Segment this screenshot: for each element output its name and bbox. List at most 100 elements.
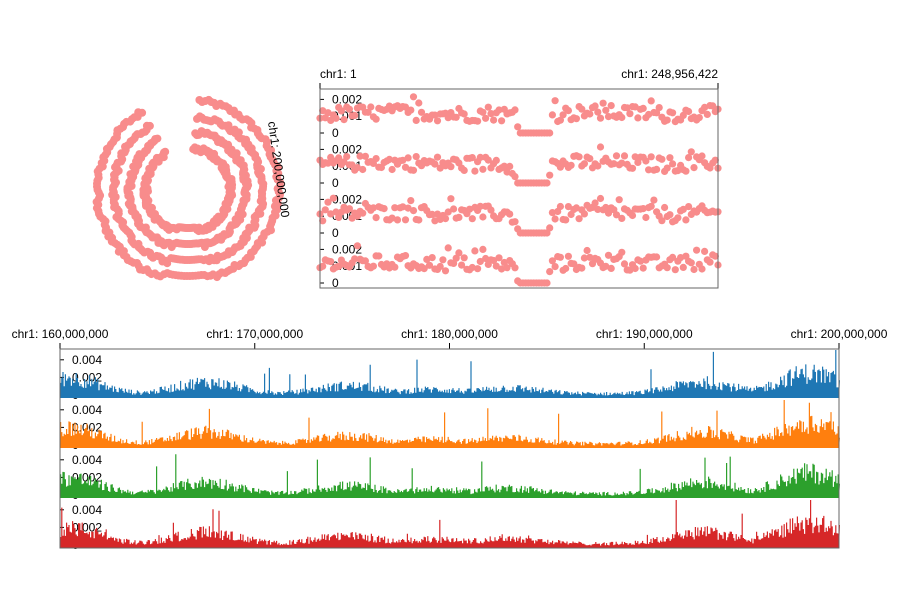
overview-point <box>556 116 565 124</box>
zoomed-bar-view: chr1: 160,000,000 chr1: 170,000,000 chr1: … <box>12 327 888 552</box>
overview-point <box>479 108 487 116</box>
zoom-track-bars-4 <box>60 500 840 548</box>
overview-point <box>476 202 484 210</box>
overview-point <box>460 166 468 174</box>
overview-point <box>551 215 559 223</box>
overview-point <box>685 107 693 116</box>
overview-point <box>572 115 581 123</box>
overview-point <box>645 166 653 174</box>
overview-point <box>441 215 450 223</box>
overview-point <box>490 256 498 265</box>
overview-point <box>631 264 639 273</box>
overview-point <box>596 114 605 122</box>
overview-point <box>583 246 591 255</box>
overview-point <box>495 254 503 262</box>
overview-point <box>361 152 369 160</box>
overview-point <box>556 253 565 261</box>
overview-y-tick-label: 0 <box>332 226 339 240</box>
overview-point <box>596 194 605 203</box>
overview-point <box>687 148 695 156</box>
overview-point <box>639 205 647 213</box>
overview-point <box>620 260 629 268</box>
overview-point <box>567 161 575 169</box>
overview-point <box>543 279 551 287</box>
overview-point <box>375 252 383 260</box>
overview-point <box>596 143 605 151</box>
overview-point <box>636 257 645 265</box>
overview-point <box>682 216 690 224</box>
overview-point <box>706 258 714 266</box>
overview-point <box>436 262 444 271</box>
overview-point <box>335 154 343 162</box>
overview-point <box>471 167 479 175</box>
overview-point <box>551 97 559 105</box>
overview-point <box>639 264 647 272</box>
overview-point <box>546 129 554 137</box>
overview-point <box>701 247 709 255</box>
overview-point <box>412 153 420 161</box>
zoom-track-bars-2 <box>60 400 840 448</box>
overview-point <box>393 216 402 224</box>
overview-point <box>626 110 634 118</box>
overview-y-tick-label: 0 <box>332 276 339 290</box>
overview-point <box>343 153 351 161</box>
overview-point <box>356 152 364 160</box>
overview-point <box>655 104 663 112</box>
overview-point <box>514 123 522 131</box>
overview-point <box>433 153 442 161</box>
overview-point <box>658 155 666 163</box>
overview-point <box>546 171 554 179</box>
overview-point <box>458 261 466 269</box>
overview-point <box>335 213 343 221</box>
overview-point <box>564 107 573 115</box>
overview-point <box>404 154 412 162</box>
overview-point <box>698 152 706 160</box>
overview-point <box>498 117 506 125</box>
overview-point <box>586 155 594 163</box>
overview-point <box>687 259 695 267</box>
overview-point <box>482 114 490 122</box>
overview-point <box>562 216 570 224</box>
overview-point <box>407 197 415 205</box>
overview-point <box>666 154 674 162</box>
overview-point <box>663 264 671 272</box>
overview-point <box>511 173 519 181</box>
overview-point <box>669 160 677 168</box>
overview-point <box>444 208 452 216</box>
overview-point <box>372 115 380 123</box>
overview-point <box>391 204 399 212</box>
overview-point <box>604 209 613 217</box>
zoom-x-tick-label: chr1: 160,000,000 <box>12 327 109 341</box>
overview-point <box>479 213 487 221</box>
overview-point <box>594 205 602 213</box>
overview-point <box>658 217 666 225</box>
overview-point <box>361 257 369 265</box>
overview-point <box>433 117 442 125</box>
overview-point <box>412 116 420 124</box>
overview-point <box>450 205 458 213</box>
overview-point <box>628 164 637 172</box>
overview-point <box>693 246 701 254</box>
overview-point <box>476 257 484 266</box>
overview-point <box>690 265 698 274</box>
overview-point <box>385 155 393 163</box>
overview-point <box>369 204 377 212</box>
overview-point <box>332 114 340 122</box>
overview-y-tick-label: 0 <box>332 126 339 140</box>
overview-point <box>391 263 399 271</box>
overview-point <box>372 214 380 222</box>
overview-point <box>653 165 661 173</box>
overview-point <box>661 203 669 212</box>
zoom-y-tick-label: 0.004 <box>72 503 102 517</box>
overview-y-tick-label: 0.002 <box>332 92 362 106</box>
zoom-x-tick-label: chr1: 190,000,000 <box>596 327 693 341</box>
overview-point <box>594 108 602 116</box>
zoom-y-tick-label: 0.002 <box>72 370 102 384</box>
overview-point <box>401 216 410 224</box>
zoom-y-tick-label: 0.004 <box>72 453 102 467</box>
circular-point <box>153 134 162 143</box>
overview-point <box>679 263 687 271</box>
overview-point <box>548 111 557 119</box>
overview-point <box>487 110 495 118</box>
overview-point <box>647 202 655 210</box>
